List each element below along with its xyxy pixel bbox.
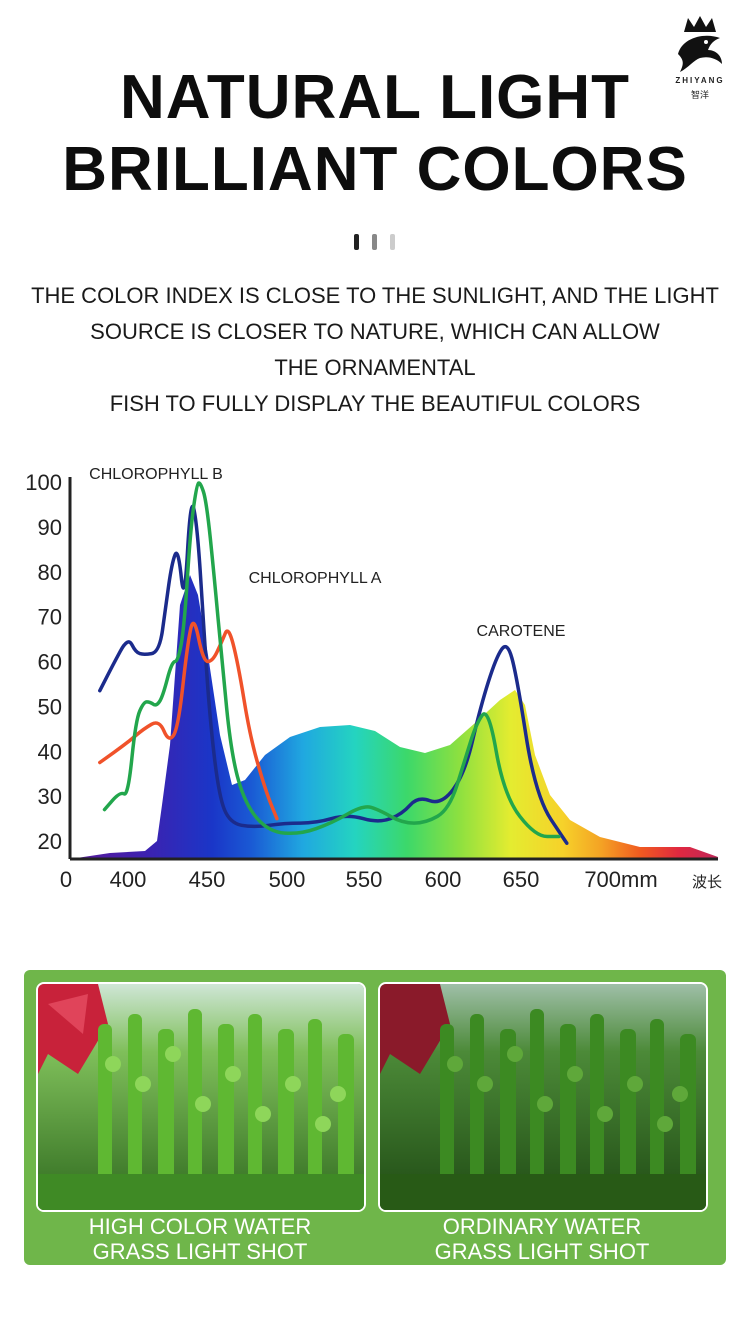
- y-tick-label: 70: [38, 605, 62, 630]
- aquarium-plants-image: [380, 984, 706, 1210]
- pager-dot: [390, 234, 395, 250]
- ordinary-photo: [378, 982, 708, 1212]
- spectrum-chart: 20 30 40 50 60 70 80 90 100 0 400 450 500 550 600 650 70…: [25, 466, 722, 892]
- description-line: SOURCE IS CLOSER TO NATURE, WHICH CAN AL…: [90, 319, 660, 344]
- series-line-chlorophyll-a: [98, 621, 279, 821]
- series-line-chlorophyll-b: [98, 504, 569, 845]
- x-tick-label: 450: [189, 867, 226, 892]
- series-annotation: CHLOROPHYLL B: [89, 466, 223, 483]
- y-tick-label: 40: [38, 739, 62, 764]
- y-tick-label: 20: [38, 829, 62, 854]
- headline-line-1: NATURAL LIGHT: [119, 63, 631, 132]
- description-line: THE COLOR INDEX IS CLOSE TO THE SUNLIGHT…: [31, 283, 719, 308]
- x-tick-label: 600: [425, 867, 462, 892]
- series-annotation: CHLOROPHYLL A: [249, 570, 382, 587]
- y-tick-label: 30: [38, 784, 62, 809]
- x-tick-label: 波长: [692, 874, 722, 891]
- aquarium-plants-image: [38, 984, 364, 1210]
- y-tick-label: 50: [38, 694, 62, 719]
- comparison-panel: HIGH COLOR WATER GRASS LIGHT SHOT ORDINA…: [24, 970, 726, 1265]
- x-tick-label: 0: [60, 867, 72, 892]
- x-tick-label: 700mm: [584, 867, 657, 892]
- brand-name: ZHIYANG: [675, 76, 725, 85]
- y-tick-label: 60: [38, 650, 62, 675]
- caption-line: ORDINARY WATER: [442, 1214, 642, 1239]
- brand-logo: ZHIYANG 智洋: [664, 14, 736, 104]
- high-color-photo: [36, 982, 366, 1212]
- x-tick-label: 400: [110, 867, 147, 892]
- x-tick-label: 500: [269, 867, 306, 892]
- spectrum-fill: [70, 575, 718, 859]
- y-tick-label: 90: [38, 515, 62, 540]
- caption-line: GRASS LIGHT SHOT: [92, 1239, 308, 1264]
- x-tick-label: 550: [346, 867, 383, 892]
- caption-line: HIGH COLOR WATER: [88, 1214, 312, 1239]
- x-tick-label: 650: [503, 867, 540, 892]
- crown-dolphin-icon: [678, 16, 722, 72]
- pager-dot: [372, 234, 377, 250]
- caption-line: GRASS LIGHT SHOT: [434, 1239, 650, 1264]
- headline-line-2: BRILLIANT COLORS: [62, 135, 688, 204]
- high-color-caption: HIGH COLOR WATER GRASS LIGHT SHOT: [30, 1214, 370, 1264]
- brand-name-cn: 智洋: [690, 90, 709, 100]
- description-line: FISH TO FULLY DISPLAY THE BEAUTIFUL COLO…: [109, 391, 641, 416]
- series-annotation: CAROTENE: [477, 623, 566, 640]
- y-tick-label: 100: [25, 470, 62, 495]
- pager-dot: [354, 234, 359, 250]
- description-line: THE ORNAMENTAL: [274, 355, 476, 380]
- y-tick-label: 80: [38, 560, 62, 585]
- description: THE COLOR INDEX IS CLOSE TO THE SUNLIGHT…: [0, 278, 750, 422]
- pager-indicator: [354, 234, 398, 250]
- series-line-carotene: [102, 481, 561, 839]
- ordinary-caption: ORDINARY WATER GRASS LIGHT SHOT: [372, 1214, 712, 1264]
